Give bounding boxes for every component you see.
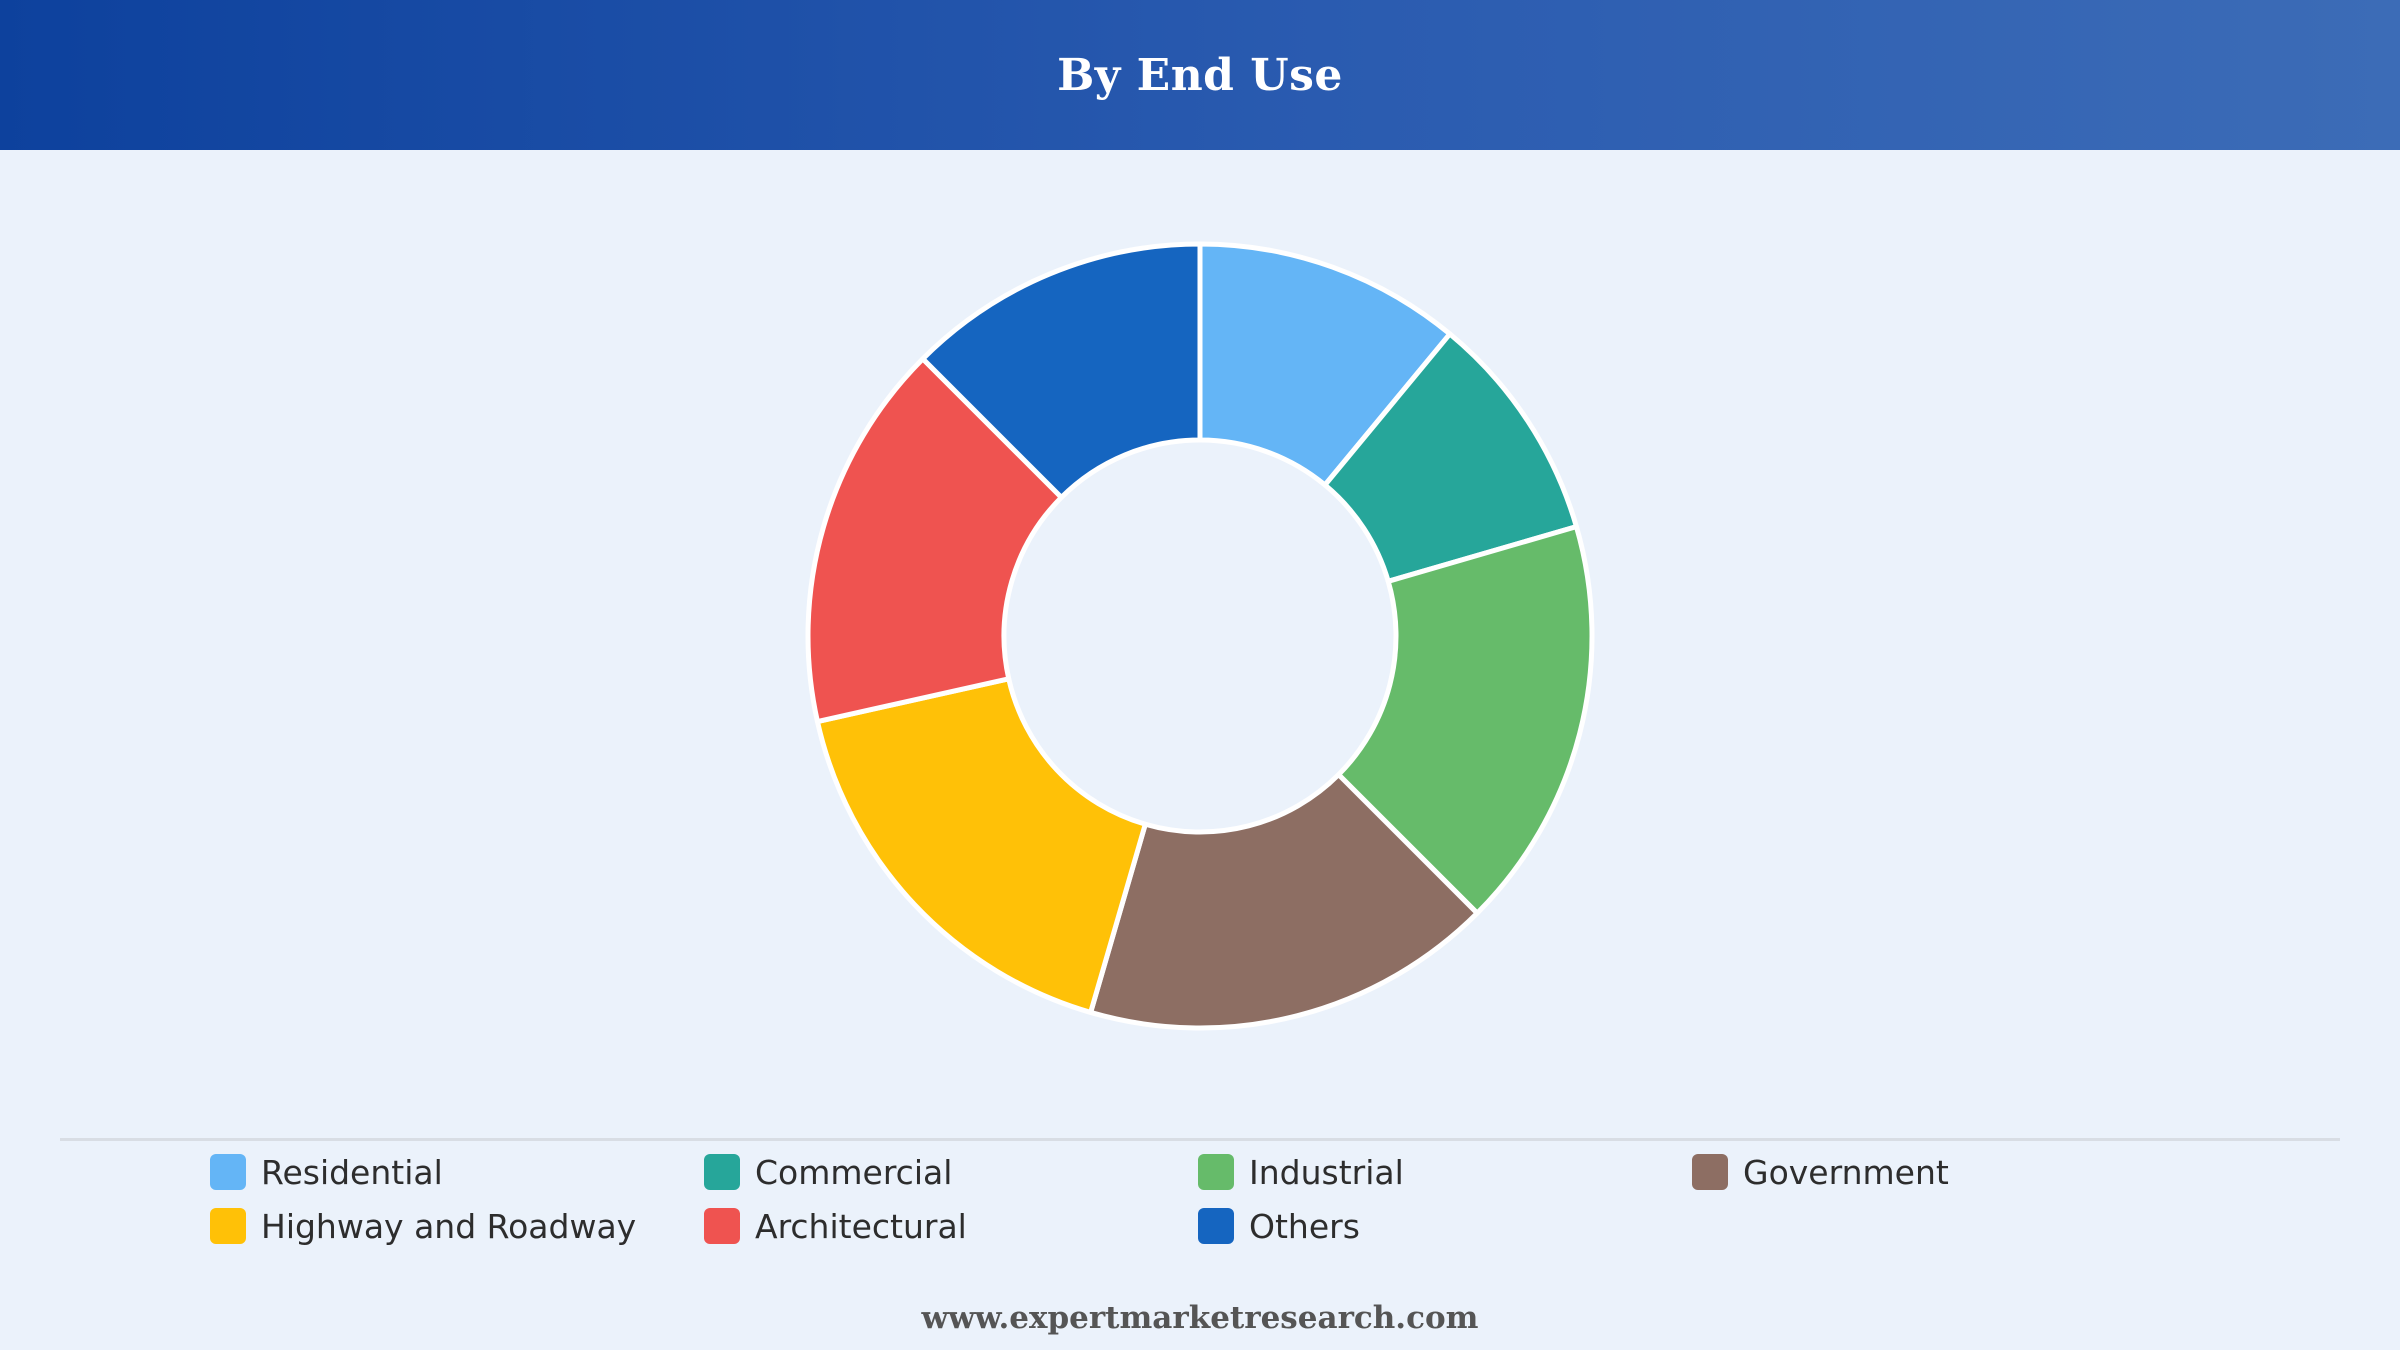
legend-label-industrial: Industrial <box>1249 1152 1404 1192</box>
legend-item-industrial[interactable]: Industrial <box>1198 1152 1692 1192</box>
legend-label-commercial: Commercial <box>755 1152 953 1192</box>
legend-item-residential[interactable]: Residential <box>210 1152 704 1192</box>
legend-label-government: Government <box>1743 1152 1949 1192</box>
legend-item-others[interactable]: Others <box>1198 1206 1692 1246</box>
legend-label-architectural: Architectural <box>755 1206 967 1246</box>
legend-swatch-commercial <box>704 1154 740 1190</box>
legend-label-residential: Residential <box>261 1152 443 1192</box>
footer-url: www.expertmarketresearch.com <box>921 1300 1479 1336</box>
legend-swatch-others <box>1198 1208 1234 1244</box>
legend-divider <box>60 1138 2340 1141</box>
donut-slice-government[interactable] <box>1088 772 1480 1031</box>
legend-label-others: Others <box>1249 1206 1360 1246</box>
chart-area <box>0 150 2400 1130</box>
legend-swatch-highway-and-roadway <box>210 1208 246 1244</box>
legend-label-highway-and-roadway: Highway and Roadway <box>261 1206 637 1246</box>
legend-item-highway-and-roadway[interactable]: Highway and Roadway <box>210 1206 704 1246</box>
chart-header: By End Use <box>0 0 2400 150</box>
legend-item-commercial[interactable]: Commercial <box>704 1152 1198 1192</box>
donut-slice-residential[interactable] <box>1197 241 1453 488</box>
legend-swatch-government <box>1692 1154 1728 1190</box>
legend-item-architectural[interactable]: Architectural <box>704 1206 1198 1246</box>
legend-swatch-residential <box>210 1154 246 1190</box>
legend-swatch-industrial <box>1198 1154 1234 1190</box>
donut-chart <box>805 241 1595 1031</box>
legend-swatch-architectural <box>704 1208 740 1244</box>
chart-legend: Residential Commercial Industrial Govern… <box>210 1152 2210 1246</box>
legend-item-government[interactable]: Government <box>1692 1152 2186 1192</box>
donut-slice-highway-and-roadway[interactable] <box>814 676 1148 1015</box>
donut-slice-industrial[interactable] <box>1336 524 1595 916</box>
donut-slice-architectural[interactable] <box>805 356 1064 725</box>
chart-title: By End Use <box>1057 49 1343 101</box>
donut-slice-others[interactable] <box>920 241 1203 500</box>
